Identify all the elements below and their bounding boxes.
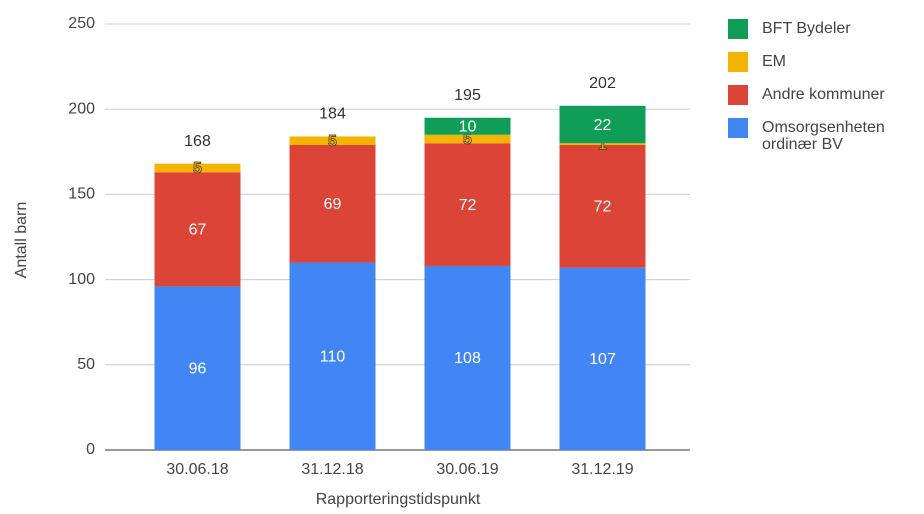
y-tick-label: 100 (68, 271, 95, 288)
legend-item: Andre kommuner (728, 85, 924, 105)
y-tick-label: 150 (68, 186, 95, 203)
bar-segment (424, 117, 511, 135)
bar-segment (559, 105, 646, 144)
bar-segment (424, 265, 511, 450)
legend-swatch (728, 118, 748, 138)
y-tick-label: 50 (77, 356, 95, 373)
y-tick-label: 250 (68, 15, 95, 32)
data-label: 72 (459, 197, 477, 214)
legend-label: Andre kommuner (762, 86, 885, 103)
bar-segment (289, 144, 376, 263)
data-label: 108 (454, 350, 481, 367)
data-label: 5 (328, 133, 337, 150)
x-tick-label: 30.06.18 (166, 461, 228, 478)
bar-segment (559, 144, 646, 268)
y-tick-label: 0 (86, 441, 95, 458)
bar-segment (424, 134, 511, 144)
x-tick-label: 31.12.19 (571, 461, 633, 478)
data-label: 69 (324, 196, 342, 213)
bar-segment (559, 143, 646, 145)
data-label: 67 (189, 222, 207, 239)
bar-segment (154, 163, 241, 173)
x-tick-label: 31.12.18 (301, 461, 363, 478)
legend-label: Omsorgsenheten ordinær BV (762, 119, 885, 153)
legend-swatch (728, 19, 748, 39)
data-label: 5 (193, 160, 202, 177)
data-label: 72 (594, 199, 612, 216)
x-axis-title: Rapporteringstidspunkt (316, 491, 481, 508)
bar-segment (154, 172, 241, 287)
legend-item: BFT Bydeler (728, 19, 924, 39)
legend-swatch (728, 85, 748, 105)
legend-label: BFT Bydeler (762, 20, 851, 37)
total-label: 202 (589, 75, 616, 92)
data-label: 10 (459, 118, 477, 135)
bar-segment (559, 267, 646, 450)
total-label: 168 (184, 133, 211, 150)
legend-item: Omsorgsenheten ordinær BV (728, 118, 924, 153)
total-label: 184 (319, 106, 346, 123)
data-label: 107 (589, 351, 616, 368)
y-tick-label: 200 (68, 100, 95, 117)
x-tick-label: 30.06.19 (436, 461, 498, 478)
legend: BFT Bydeler EM Andre kommuner Omsorgsenhete… (728, 19, 924, 167)
legend-swatch (728, 52, 748, 72)
legend-item: EM (728, 52, 924, 72)
bar-segment (289, 262, 376, 450)
y-axis-title: Antall barn (13, 202, 30, 279)
bar-segment (424, 143, 511, 266)
legend-label: EM (762, 53, 786, 70)
bar-segment (289, 136, 376, 145)
data-label: 96 (189, 360, 207, 377)
bar-segment (154, 286, 241, 450)
data-label: 1 (598, 136, 607, 153)
data-label: 22 (594, 117, 612, 134)
data-label: 110 (320, 348, 346, 365)
data-label: 5 (463, 131, 472, 148)
total-label: 195 (454, 87, 481, 104)
